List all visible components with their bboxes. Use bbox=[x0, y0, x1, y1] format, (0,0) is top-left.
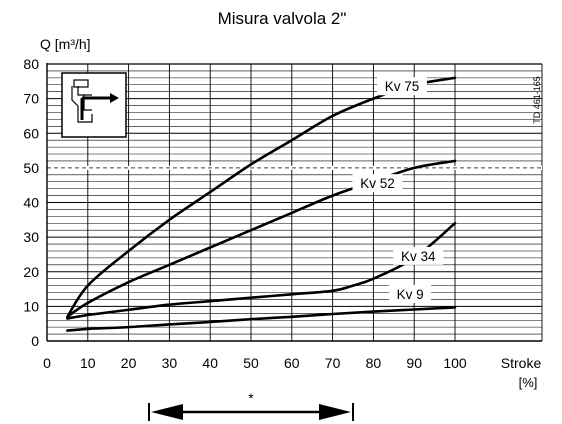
valve-icon bbox=[61, 72, 127, 138]
x-axis-label: Stroke bbox=[501, 355, 542, 371]
series-label-bg bbox=[352, 174, 403, 193]
series-label-bg bbox=[376, 77, 427, 96]
axes bbox=[46, 63, 542, 342]
series-label-kv-34: Kv 34 bbox=[401, 249, 436, 264]
series-label-bg bbox=[389, 284, 432, 303]
y-tick-label: 70 bbox=[23, 91, 39, 107]
x-tick-label: 30 bbox=[162, 355, 178, 371]
series-line-kv-34 bbox=[66, 222, 457, 320]
chart-title: Misura valvola 2" bbox=[218, 9, 347, 28]
x-axis-unit: [%] bbox=[519, 375, 538, 390]
stroke-range-marker: * bbox=[148, 390, 354, 421]
series-label-bg bbox=[393, 246, 444, 265]
y-tick-label: 30 bbox=[23, 229, 39, 245]
x-tick-label: 80 bbox=[366, 355, 382, 371]
series-line-kv-9 bbox=[66, 306, 457, 332]
y-tick-label: 80 bbox=[23, 56, 39, 72]
series-lines: Kv 75 Kv 52 Kv 34 Kv 9 bbox=[66, 76, 457, 332]
y-tick-label: 10 bbox=[23, 298, 39, 314]
y-tick-label: 40 bbox=[23, 195, 39, 211]
x-tick-label: 70 bbox=[325, 355, 341, 371]
series-label-kv-52: Kv 52 bbox=[360, 176, 395, 191]
marker-left-arrowhead bbox=[151, 404, 183, 420]
y-tick-label: 0 bbox=[31, 333, 39, 349]
tick-labels: 0 10 20 30 40 50 60 70 80 0 10 20 30 40 50 60 70 80 90 100 bbox=[23, 56, 466, 371]
marker-right-arrowhead bbox=[319, 404, 351, 420]
x-tick-label: 40 bbox=[202, 355, 218, 371]
x-tick-label: 60 bbox=[284, 355, 300, 371]
y-axis-label: Q [m³/h] bbox=[40, 36, 91, 52]
reference-line bbox=[47, 165, 542, 170]
y-tick-label: 60 bbox=[23, 125, 39, 141]
marker-label: * bbox=[248, 390, 254, 406]
x-tick-label: 90 bbox=[406, 355, 422, 371]
document-code: TD 461-165 bbox=[532, 76, 542, 124]
x-tick-label: 50 bbox=[243, 355, 259, 371]
series-label-kv-9: Kv 9 bbox=[397, 287, 424, 302]
x-tick-label: 100 bbox=[443, 355, 467, 371]
y-tick-label: 50 bbox=[23, 160, 39, 176]
y-tick-label: 20 bbox=[23, 264, 39, 280]
series-label-kv-75: Kv 75 bbox=[385, 79, 420, 94]
x-tick-label: 10 bbox=[80, 355, 96, 371]
x-tick-label: 20 bbox=[121, 355, 137, 371]
x-tick-label: 0 bbox=[43, 355, 51, 371]
minor-grid bbox=[47, 70, 542, 335]
